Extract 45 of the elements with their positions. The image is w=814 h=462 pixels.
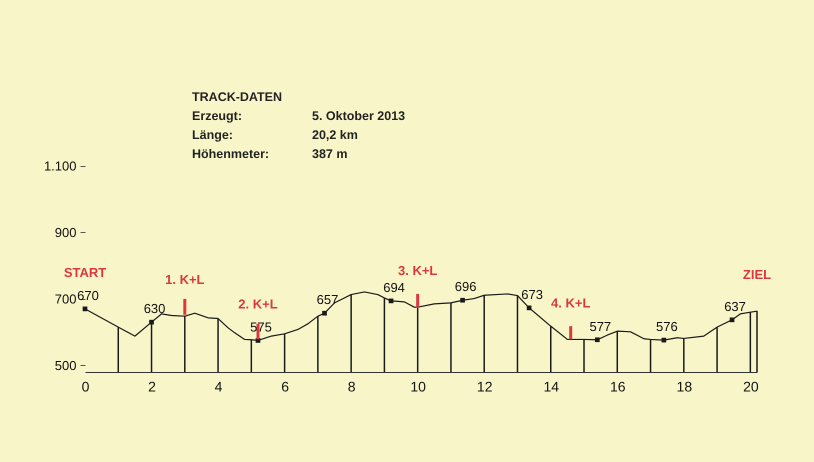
- x-tick-label: 4: [214, 378, 223, 394]
- text: Erzeugt:: [192, 109, 242, 123]
- data-label: 576: [656, 319, 678, 334]
- point: [460, 298, 465, 303]
- x-tick-label: 18: [676, 378, 692, 394]
- data-label: 696: [454, 279, 476, 294]
- point: [526, 306, 532, 310]
- data-label: 657: [316, 292, 338, 308]
- x-tick-label: 14: [543, 378, 560, 394]
- text: 20,2 km: [312, 128, 358, 142]
- annotation: ZIEL: [742, 267, 772, 282]
- x-tick-label: 2: [148, 378, 156, 394]
- point: [82, 306, 88, 312]
- point: [322, 310, 327, 316]
- data-label: 637: [724, 298, 746, 314]
- data-label: 670: [77, 288, 99, 303]
- y-tick-label: 500: [54, 358, 76, 373]
- text: Höhenmeter:: [192, 147, 270, 161]
- point: [730, 317, 734, 322]
- x-tick-label: 12: [476, 378, 493, 394]
- point: [662, 338, 666, 342]
- data-label: 577: [589, 318, 612, 334]
- y-tick-label: 700: [54, 291, 76, 306]
- x-tick-label: 0: [82, 378, 90, 394]
- text: 387 m: [312, 147, 348, 161]
- annotation: 1. K+L: [165, 272, 205, 288]
- annotation: 3. K+L: [398, 263, 438, 278]
- point: [388, 298, 394, 304]
- annotation: 4. K+L: [551, 295, 590, 310]
- x-tick-label: 20: [743, 378, 759, 394]
- data-label: 630: [144, 301, 166, 316]
- annotation: START: [64, 264, 106, 280]
- annotation: 2. K+L: [238, 296, 278, 312]
- y-tick-label: 1.100: [44, 158, 76, 174]
- text: 5. Oktober 2013: [312, 109, 406, 123]
- point: [594, 337, 600, 342]
- text: Länge:: [192, 128, 233, 142]
- data-label: 694: [383, 280, 405, 295]
- x-tick-label: 8: [348, 378, 356, 394]
- text: TRACK-DATEN: [192, 90, 282, 104]
- data-label: 673: [521, 286, 543, 302]
- x-tick-label: 10: [410, 378, 426, 394]
- y-tick-label: 900: [54, 224, 76, 240]
- x-tick-label: 16: [610, 378, 626, 394]
- x-tick-label: 6: [281, 378, 290, 394]
